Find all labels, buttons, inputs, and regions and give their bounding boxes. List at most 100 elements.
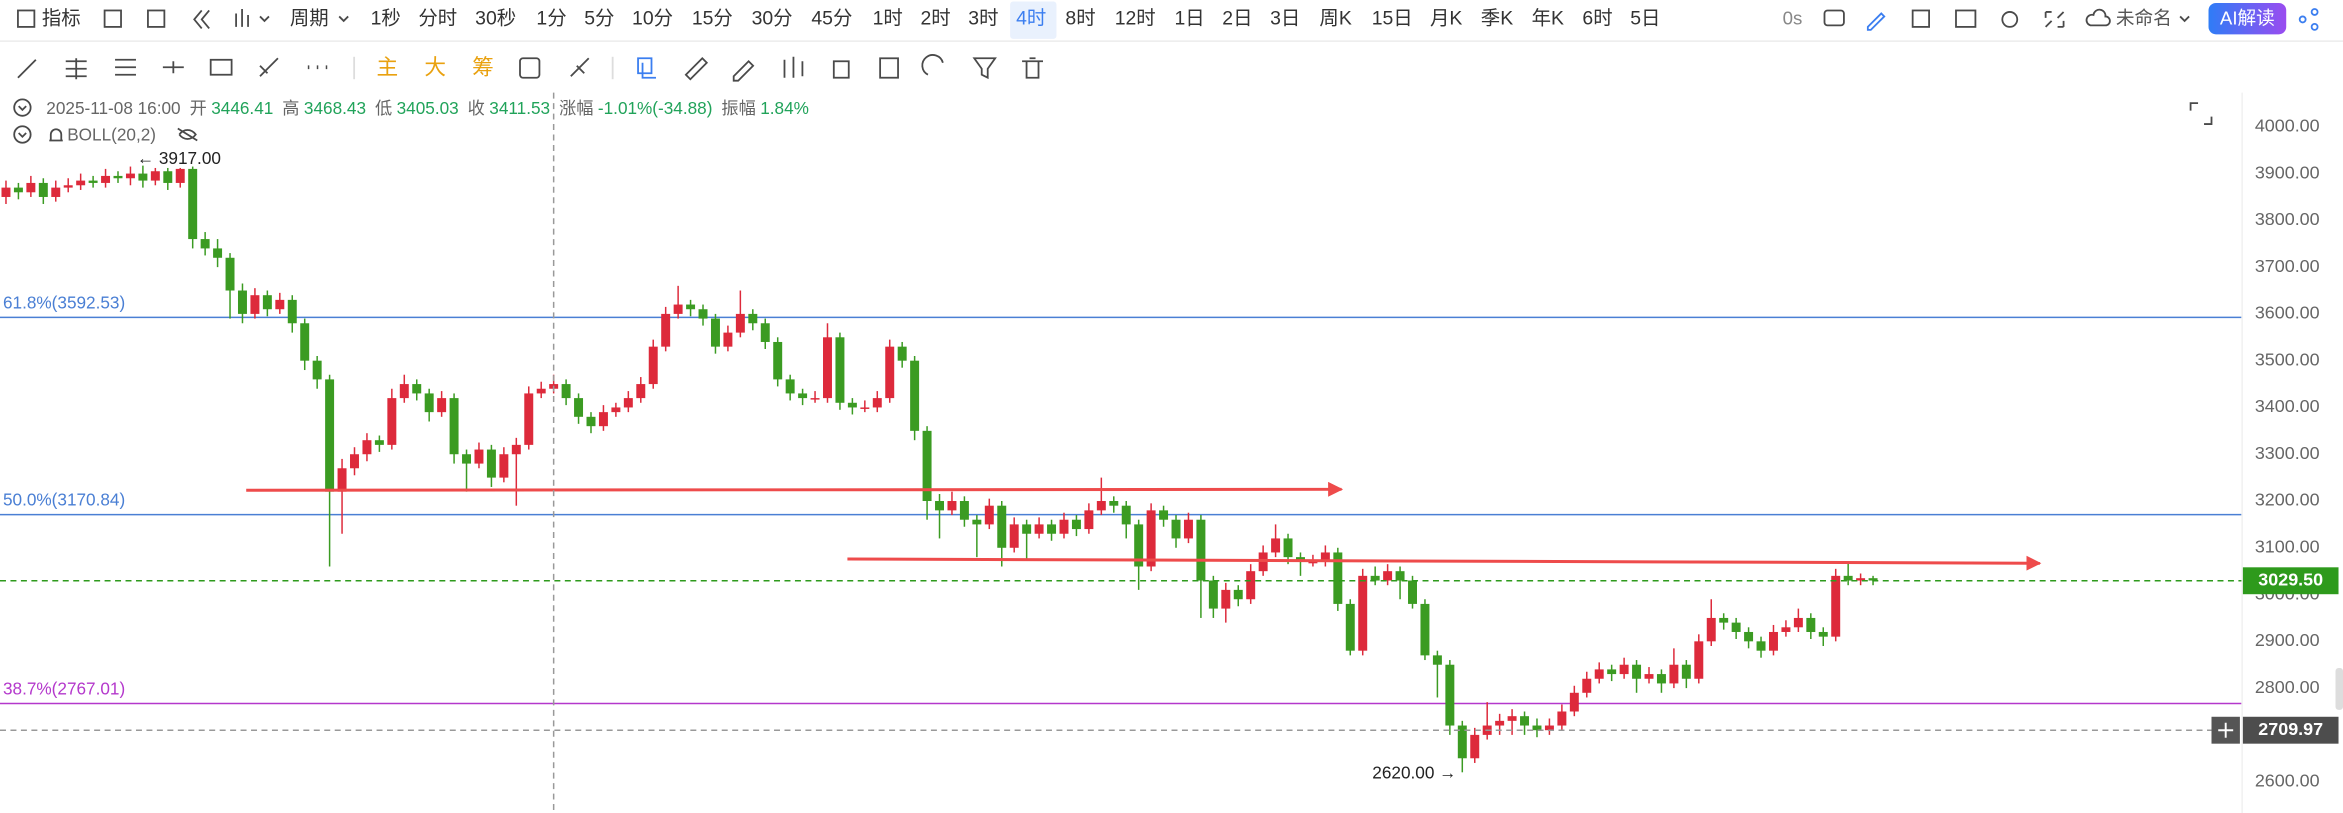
lock-tool[interactable] [832, 60, 850, 79]
ray-tool[interactable] [259, 57, 279, 77]
trend-arrow [847, 555, 2042, 571]
refresh-label[interactable]: 0s [1783, 7, 1803, 28]
indicator-button[interactable]: 指标 [42, 8, 81, 30]
channel-tool[interactable] [65, 58, 87, 80]
period-option[interactable]: 15分 [692, 8, 733, 30]
layout-chevron[interactable] [2179, 15, 2190, 23]
fib-level-label: 38.7%(2767.01) [3, 679, 125, 699]
calendar-icon[interactable] [103, 9, 122, 28]
candle-body [885, 346, 895, 399]
measure-tool[interactable] [570, 57, 590, 77]
period-option[interactable]: 12时 [1115, 8, 1156, 30]
period-option[interactable]: 1分 [536, 8, 566, 30]
cloud-icon[interactable] [2085, 8, 2111, 27]
period-option[interactable]: 30秒 [475, 8, 516, 30]
plot-area: 61.8%(3592.53) 50.0%(3170.84) 38.7%(2767.0… [0, 165, 2242, 773]
period-option[interactable]: 8时 [1065, 8, 1095, 30]
candle-body [1121, 505, 1131, 525]
field-name: 低 [375, 98, 392, 118]
candle-body [698, 309, 708, 319]
candle-body [13, 187, 23, 193]
period-button[interactable]: 周期 [290, 8, 329, 30]
ruler-tool[interactable] [684, 57, 709, 81]
indicator-icon[interactable] [17, 9, 36, 28]
candle-body [262, 295, 272, 310]
period-option[interactable]: 周K [1319, 8, 1351, 30]
settings-icon[interactable] [2001, 11, 2019, 28]
last-price-box [2242, 567, 2339, 595]
fib-tool[interactable] [115, 58, 136, 76]
candle-body [1868, 578, 1878, 581]
period-option[interactable]: 季K [1481, 8, 1513, 30]
template-icon[interactable] [1955, 9, 1977, 28]
candle-body [710, 318, 720, 347]
candle-body [1308, 561, 1318, 564]
ai-button[interactable] [2208, 2, 2287, 35]
draw-icon[interactable] [1866, 12, 1886, 31]
candle-body [1171, 519, 1181, 539]
candle-body [1071, 519, 1081, 530]
period-option[interactable]: 2日 [1222, 8, 1252, 30]
candle-body [1320, 552, 1330, 562]
line-tool[interactable] [17, 59, 37, 79]
last-price-label: 3029.50 [2258, 569, 2323, 589]
copy-tool[interactable] [637, 57, 656, 79]
candle-body [997, 505, 1007, 548]
candle-body [1557, 711, 1567, 726]
period-option[interactable]: 5日 [1630, 8, 1660, 30]
y-tick-label: 3200.00 [2255, 490, 2320, 510]
period-option[interactable]: 1时 [873, 8, 903, 30]
camera-icon[interactable] [1823, 9, 1845, 27]
chart-type-icon[interactable] [235, 8, 270, 27]
layout-icon[interactable] [147, 9, 166, 28]
fib-level-label: 50.0%(3170.84) [3, 490, 125, 510]
hide-tool[interactable] [921, 54, 944, 76]
hline-tool[interactable] [162, 61, 184, 74]
candle-body [773, 341, 783, 380]
ai-button-label[interactable]: AI解读 [2220, 7, 2275, 28]
period-option[interactable]: 4时 [1016, 8, 1046, 30]
period-option[interactable]: 3日 [1270, 8, 1300, 30]
candles-tool[interactable] [783, 56, 804, 78]
period-option[interactable]: 1日 [1174, 8, 1204, 30]
filter-tool[interactable] [972, 57, 997, 80]
period-option[interactable]: 年K [1532, 8, 1564, 30]
period-option[interactable]: 2时 [920, 8, 950, 30]
candle-body [499, 454, 509, 478]
chip-tool[interactable]: 主 [377, 54, 399, 79]
field-value: 3446.41 [211, 98, 273, 118]
candle-body [748, 313, 758, 324]
delete-tool[interactable] [1022, 57, 1043, 79]
note-tool[interactable] [879, 57, 899, 79]
period-option[interactable]: 5分 [584, 8, 614, 30]
chip-tool[interactable]: 筹 [472, 54, 494, 79]
layout-name[interactable]: 未命名 [2116, 7, 2172, 28]
rect-tool[interactable] [209, 58, 233, 76]
candle-body [374, 440, 384, 445]
fullscreen-icon[interactable] [2044, 11, 2065, 28]
period-option[interactable]: 3时 [968, 8, 998, 30]
period-option[interactable]: 分时 [418, 8, 457, 30]
period-chevron[interactable] [338, 15, 349, 23]
period-option[interactable]: 15日 [1372, 8, 1413, 30]
chip-tool[interactable]: 大 [424, 54, 446, 79]
candle-body [362, 440, 372, 455]
plus-icon [2218, 722, 2234, 738]
y-tick-label: 2800.00 [2255, 677, 2320, 697]
period-option[interactable]: 1秒 [371, 8, 401, 30]
back-icon[interactable] [193, 9, 210, 29]
period-option[interactable]: 6时 [1582, 8, 1612, 30]
candle-body [1047, 524, 1057, 534]
window-icon[interactable] [1911, 9, 1930, 28]
period-option[interactable]: 月K [1430, 8, 1462, 30]
period-option[interactable]: 10分 [632, 8, 673, 30]
period-option[interactable]: 45分 [811, 8, 852, 30]
magnet-tool[interactable] [519, 57, 541, 79]
candle-body [138, 173, 148, 181]
field-name: 开 [190, 98, 207, 118]
scroll-handle[interactable] [2335, 668, 2343, 710]
pen-tool[interactable] [732, 60, 755, 82]
period-option[interactable]: 30分 [752, 8, 793, 30]
